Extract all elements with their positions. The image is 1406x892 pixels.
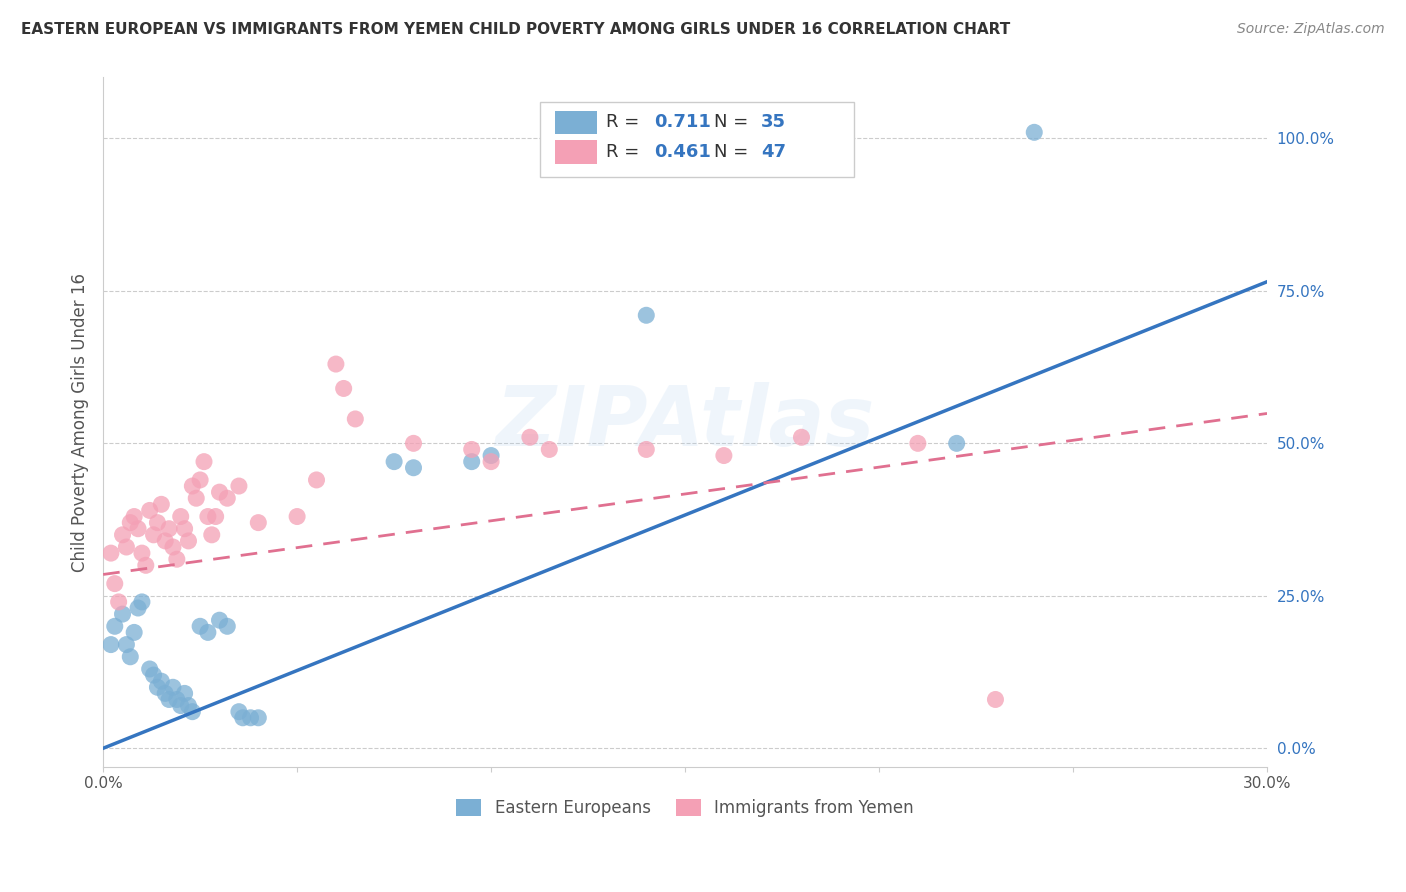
- Y-axis label: Child Poverty Among Girls Under 16: Child Poverty Among Girls Under 16: [72, 272, 89, 572]
- Point: [166, 552, 188, 566]
- Point: [181, 705, 204, 719]
- FancyBboxPatch shape: [555, 140, 596, 163]
- Point: [122, 509, 145, 524]
- Point: [519, 430, 541, 444]
- Point: [135, 558, 157, 573]
- Point: [945, 436, 967, 450]
- Point: [285, 509, 308, 524]
- Point: [150, 674, 173, 689]
- Point: [157, 522, 180, 536]
- Point: [460, 455, 482, 469]
- Point: [122, 625, 145, 640]
- Point: [181, 479, 204, 493]
- Point: [479, 449, 502, 463]
- Legend: Eastern Europeans, Immigrants from Yemen: Eastern Europeans, Immigrants from Yemen: [450, 792, 921, 823]
- Point: [188, 619, 211, 633]
- Point: [232, 711, 254, 725]
- Point: [138, 503, 160, 517]
- Text: 35: 35: [761, 113, 786, 131]
- Point: [217, 491, 239, 506]
- Point: [146, 680, 169, 694]
- Point: [153, 533, 176, 548]
- Point: [208, 613, 231, 627]
- Point: [127, 522, 149, 536]
- Point: [173, 686, 195, 700]
- Point: [984, 692, 1007, 706]
- Point: [193, 455, 215, 469]
- Point: [131, 546, 153, 560]
- Point: [142, 668, 165, 682]
- Point: [138, 662, 160, 676]
- Point: [479, 455, 502, 469]
- Point: [197, 509, 219, 524]
- Point: [104, 576, 127, 591]
- Point: [111, 528, 134, 542]
- Point: [150, 497, 173, 511]
- Point: [325, 357, 347, 371]
- Point: [402, 460, 425, 475]
- Point: [1024, 125, 1046, 139]
- Point: [170, 509, 193, 524]
- Point: [170, 698, 193, 713]
- Point: [204, 509, 226, 524]
- Point: [228, 479, 250, 493]
- Point: [131, 595, 153, 609]
- Point: [127, 601, 149, 615]
- Text: EASTERN EUROPEAN VS IMMIGRANTS FROM YEMEN CHILD POVERTY AMONG GIRLS UNDER 16 COR: EASTERN EUROPEAN VS IMMIGRANTS FROM YEME…: [21, 22, 1011, 37]
- Point: [142, 528, 165, 542]
- Text: N =: N =: [714, 113, 754, 131]
- Point: [538, 442, 561, 457]
- Text: R =: R =: [606, 143, 645, 161]
- Point: [166, 692, 188, 706]
- Point: [344, 412, 367, 426]
- Point: [247, 516, 270, 530]
- Point: [713, 449, 735, 463]
- Point: [460, 442, 482, 457]
- FancyBboxPatch shape: [540, 102, 853, 178]
- Point: [197, 625, 219, 640]
- Point: [186, 491, 208, 506]
- Point: [907, 436, 929, 450]
- Point: [162, 680, 184, 694]
- Point: [636, 308, 658, 322]
- Point: [239, 711, 262, 725]
- Point: [201, 528, 224, 542]
- Point: [217, 619, 239, 633]
- Point: [208, 485, 231, 500]
- Point: [107, 595, 129, 609]
- Text: ZIPAtlas: ZIPAtlas: [495, 382, 875, 462]
- Point: [173, 522, 195, 536]
- FancyBboxPatch shape: [555, 111, 596, 134]
- Point: [382, 455, 405, 469]
- Point: [402, 436, 425, 450]
- Text: 0.711: 0.711: [654, 113, 710, 131]
- Point: [120, 649, 142, 664]
- Point: [120, 516, 142, 530]
- Text: Source: ZipAtlas.com: Source: ZipAtlas.com: [1237, 22, 1385, 37]
- Point: [111, 607, 134, 621]
- Point: [247, 711, 270, 725]
- Point: [177, 533, 200, 548]
- Point: [104, 619, 127, 633]
- Point: [162, 540, 184, 554]
- Point: [636, 442, 658, 457]
- Point: [305, 473, 328, 487]
- Point: [228, 705, 250, 719]
- Point: [332, 381, 354, 395]
- Text: R =: R =: [606, 113, 645, 131]
- Point: [790, 430, 813, 444]
- Point: [177, 698, 200, 713]
- Text: 47: 47: [761, 143, 786, 161]
- Point: [153, 686, 176, 700]
- Point: [100, 638, 122, 652]
- Text: 0.461: 0.461: [654, 143, 710, 161]
- Point: [146, 516, 169, 530]
- Text: N =: N =: [714, 143, 754, 161]
- Point: [188, 473, 211, 487]
- Point: [157, 692, 180, 706]
- Point: [115, 638, 138, 652]
- Point: [115, 540, 138, 554]
- Point: [100, 546, 122, 560]
